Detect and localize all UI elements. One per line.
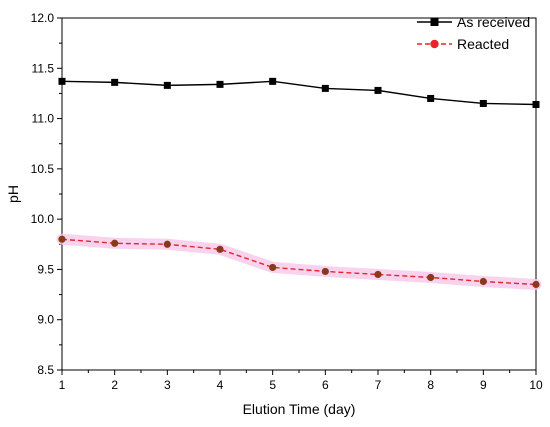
legend-item-as-received: As received — [417, 14, 530, 30]
y-tick-label: 10.0 — [31, 212, 55, 226]
x-tick-label: 10 — [529, 378, 543, 392]
y-axis-title: pH — [5, 185, 21, 203]
y-tick-label: 11.0 — [32, 112, 55, 126]
x-tick-label: 9 — [480, 378, 487, 392]
reacted-point — [163, 240, 171, 248]
as-received-point — [111, 78, 119, 86]
reacted-point — [216, 245, 224, 253]
reacted-point — [374, 270, 382, 279]
y-tick-label: 10.5 — [31, 162, 55, 176]
legend-label: Reacted — [457, 36, 509, 52]
y-tick-label: 8.5 — [37, 363, 54, 377]
legend-label: As received — [457, 14, 530, 30]
legend: As received Reacted — [417, 14, 530, 52]
series-as-received — [58, 77, 540, 108]
as-received-point — [532, 100, 540, 108]
reacted-point — [427, 273, 435, 282]
as-received-point — [374, 86, 382, 94]
as-received-point — [269, 77, 277, 85]
as-received-point — [479, 99, 487, 107]
y-tick-label: 12.0 — [31, 11, 55, 25]
legend-item-reacted: Reacted — [417, 36, 509, 52]
x-tick-label: 2 — [111, 378, 118, 392]
x-tick-label: 7 — [375, 378, 382, 392]
series-reacted — [58, 235, 540, 289]
reacted-point — [479, 277, 487, 286]
legend-marker-circle — [430, 39, 439, 49]
reacted-point — [58, 235, 66, 243]
as-received-line — [61, 80, 537, 106]
legend-marker-square — [430, 18, 439, 26]
reacted-point — [532, 280, 540, 289]
as-received-point — [163, 81, 171, 89]
y-tick-label: 9.5 — [37, 262, 54, 276]
reacted-point — [321, 267, 329, 276]
as-received-point — [427, 94, 435, 102]
as-received-point — [58, 77, 66, 85]
reacted-point — [111, 239, 119, 247]
reacted-highlight-path — [56, 233, 542, 291]
x-tick-label: 4 — [217, 378, 224, 392]
as-received-point — [216, 80, 224, 88]
y-tick-label: 9.0 — [37, 313, 54, 327]
series-layer — [58, 77, 540, 289]
reacted-line — [61, 238, 537, 286]
x-tick-label: 6 — [322, 378, 329, 392]
x-tick-label: 8 — [427, 378, 434, 392]
x-tick-label: 1 — [59, 378, 66, 392]
axes: 1 2 3 4 5 6 7 8 9 10 8.5 9.0 9.5 10.0 10.5 11.0 11.5 12.0 — [31, 11, 543, 392]
y-tick-label: 11.5 — [32, 61, 55, 75]
as-received-point — [321, 84, 329, 92]
reacted-point — [269, 263, 277, 272]
x-tick-label: 5 — [269, 378, 276, 392]
x-axis-title: Elution Time (day) — [243, 401, 356, 417]
plot-frame — [61, 17, 537, 371]
reacted-highlight-band — [56, 233, 542, 291]
x-tick-label: 3 — [164, 378, 171, 392]
